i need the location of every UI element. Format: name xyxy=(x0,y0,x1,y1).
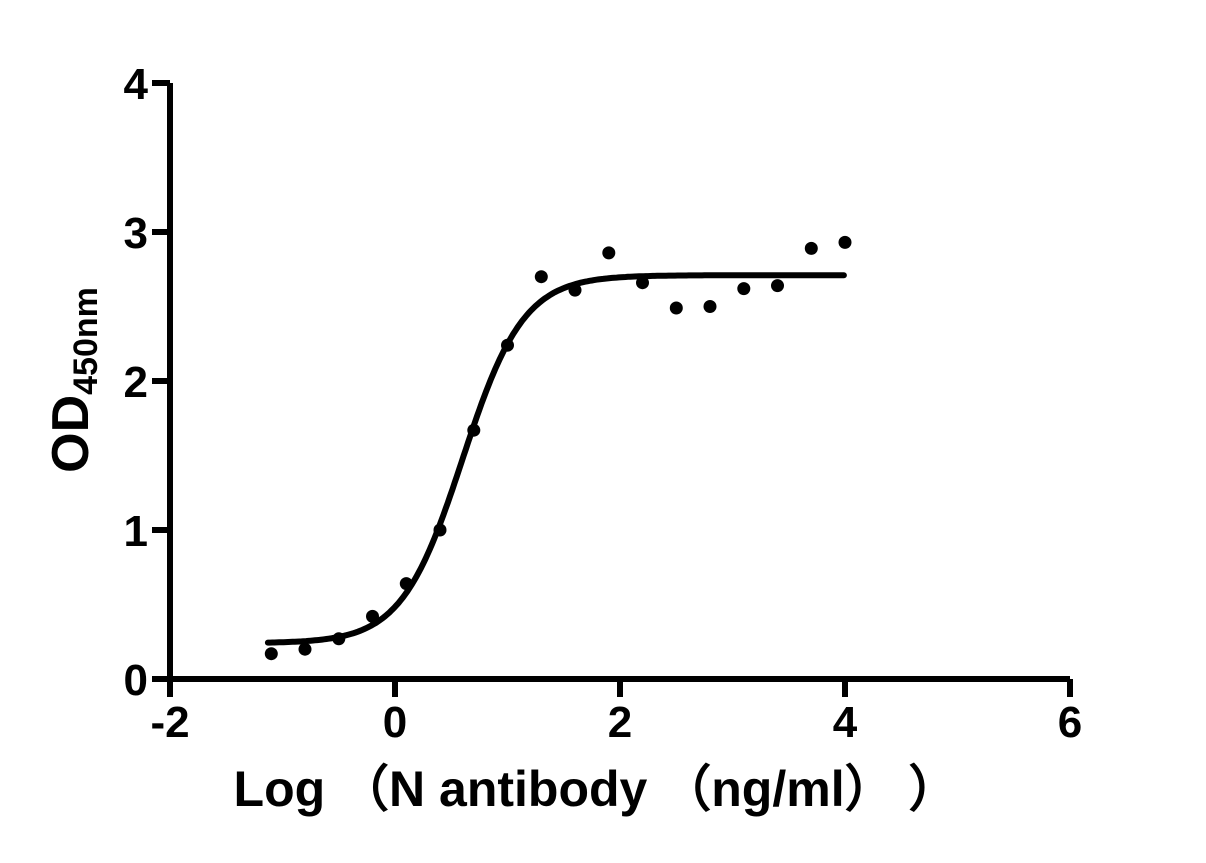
data-point xyxy=(534,270,548,284)
data-point xyxy=(771,279,784,293)
data-point xyxy=(332,632,346,646)
y-axis-label: OD450nm xyxy=(42,287,105,473)
data-point xyxy=(669,301,683,315)
x-axis-label: Log （N antibody （ng/ml） ） xyxy=(233,761,959,817)
data-point xyxy=(366,609,379,623)
x-tick-label: 0 xyxy=(383,698,407,747)
y-tick-label: 2 xyxy=(124,358,148,407)
x-tick-label: 2 xyxy=(608,698,632,747)
data-point xyxy=(568,283,582,297)
data-point xyxy=(636,276,649,290)
data-point xyxy=(602,246,616,260)
y-tick-label: 1 xyxy=(124,507,148,556)
data-point xyxy=(838,235,852,249)
y-axis-label-subscript: 450nm xyxy=(67,287,105,395)
data-point xyxy=(501,338,514,352)
y-axis-label-base: OD xyxy=(42,394,100,473)
x-tick-label: -2 xyxy=(150,698,189,747)
y-tick-label: 3 xyxy=(124,209,148,258)
y-tick-label: 0 xyxy=(124,656,148,705)
data-point xyxy=(433,523,447,537)
y-tick-label: 4 xyxy=(124,60,149,109)
data-point xyxy=(737,282,751,296)
x-tick-label: 4 xyxy=(833,698,858,747)
data-point xyxy=(467,423,481,437)
data-point xyxy=(298,642,312,656)
data-point xyxy=(703,300,717,313)
data-point xyxy=(399,577,413,591)
data-point xyxy=(804,241,818,255)
x-tick-label: 6 xyxy=(1058,698,1082,747)
fit-curve xyxy=(264,272,847,646)
data-point xyxy=(264,647,278,661)
